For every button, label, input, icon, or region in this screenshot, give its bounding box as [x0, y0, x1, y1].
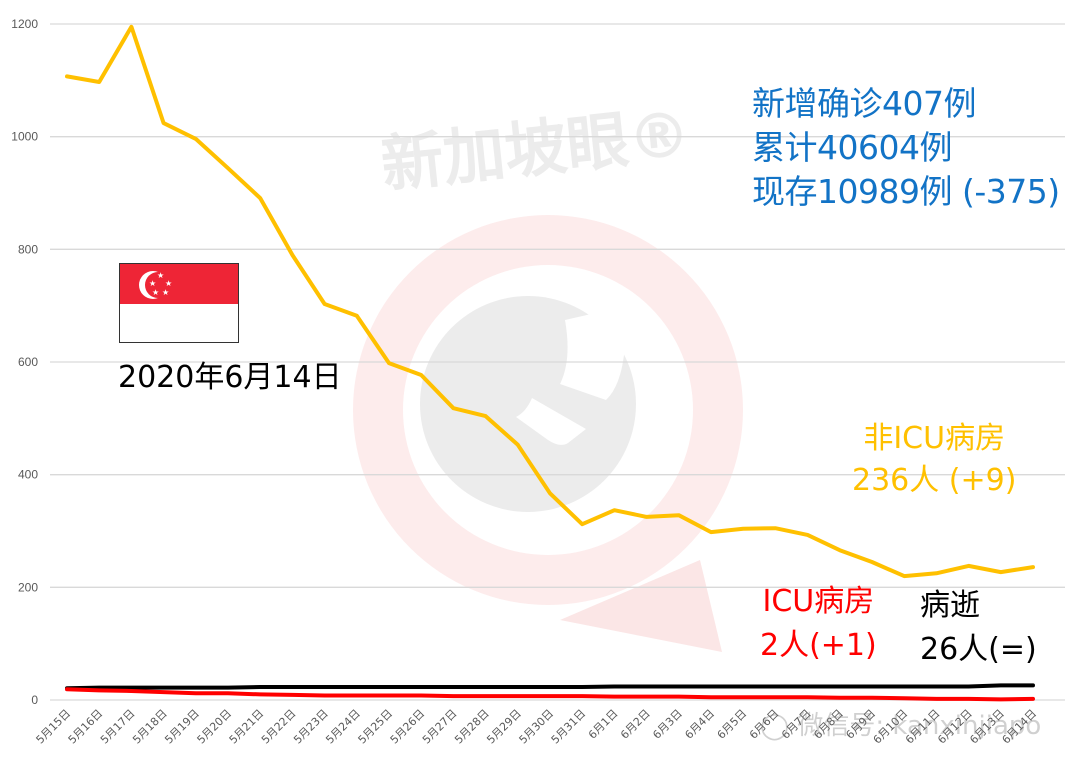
svg-text:★: ★	[162, 288, 169, 297]
x-tick-label: 5月22日	[259, 707, 299, 747]
x-tick-label: 6月1日	[586, 707, 621, 742]
x-tick-label: 6月5日	[715, 707, 750, 742]
series-line-0	[65, 24, 1035, 579]
flag-red-band: ★ ★ ★ ★ ★	[120, 264, 238, 304]
death-annotation: 病逝 26人(=)	[920, 584, 1037, 672]
y-tick-label: 400	[18, 468, 38, 482]
death-value: 26人(=)	[920, 632, 1037, 667]
x-tick-label: 5月28日	[452, 707, 492, 747]
x-tick-label: 6月2日	[618, 707, 653, 742]
x-tick-label: 5月15日	[34, 707, 74, 747]
y-tick-label: 800	[18, 242, 38, 256]
non-icu-title: 非ICU病房	[863, 421, 1006, 456]
x-tick-label: 5月19日	[162, 707, 202, 747]
active-cases-text: 现存10989例 (-375)	[752, 172, 1060, 211]
x-tick-label: 5月24日	[323, 707, 363, 747]
wechat-watermark: ◯ 微信号: kanxinjiapo	[760, 705, 1041, 742]
y-tick-label: 1000	[11, 130, 38, 144]
x-tick-label: 5月25日	[356, 707, 396, 747]
x-tick-label: 6月4日	[682, 707, 717, 742]
x-tick-label: 5月16日	[66, 707, 106, 747]
icu-annotation: ICU病房 2人(+1)	[760, 580, 877, 668]
cumulative-cases-text: 累计40604例	[752, 128, 952, 167]
y-tick-label: 0	[31, 693, 38, 707]
watermark-brand-text: 新加坡眼®	[378, 97, 694, 202]
svg-text:★: ★	[157, 271, 164, 280]
x-tick-label: 5月21日	[227, 707, 267, 747]
watermark-logo: 新加坡眼®	[353, 97, 743, 652]
x-tick-label: 5月29日	[484, 707, 524, 747]
x-tick-label: 5月20日	[195, 707, 235, 747]
y-tick-label: 200	[18, 580, 38, 594]
series-line-2	[65, 687, 1035, 702]
non-icu-annotation: 非ICU病房 236人 (+9)	[852, 418, 1016, 502]
y-tick-label: 1200	[11, 17, 38, 31]
y-axis-ticks: 0 200 400 600 800 1000 1200	[11, 17, 38, 707]
x-tick-label: 5月26日	[388, 707, 428, 747]
series-lines	[65, 24, 1035, 702]
x-tick-label: 5月31日	[549, 707, 589, 747]
date-label: 2020年6月14日	[118, 360, 342, 395]
x-tick-label: 5月23日	[291, 707, 331, 747]
singapore-flag: ★ ★ ★ ★ ★	[119, 263, 239, 343]
svg-text:★: ★	[152, 288, 159, 297]
flag-white-band	[120, 304, 238, 342]
wechat-icon: ◯	[760, 711, 790, 741]
x-tick-label: 5月30日	[517, 707, 557, 747]
crescent-stars-icon: ★ ★ ★ ★ ★	[139, 271, 172, 299]
wechat-id-text: 微信号: kanxinjiapo	[797, 711, 1042, 741]
x-tick-label: 6月3日	[650, 707, 685, 742]
x-tick-label: 5月17日	[98, 707, 138, 747]
new-cases-text: 新增确诊407例	[752, 84, 976, 123]
icu-title: ICU病房	[762, 584, 875, 619]
series-line-1	[65, 683, 1035, 691]
death-title: 病逝	[920, 588, 980, 623]
icu-value: 2人(+1)	[760, 628, 877, 663]
svg-text:★: ★	[149, 279, 156, 288]
non-icu-value: 236人 (+9)	[852, 463, 1017, 498]
summary-stats: 新增确诊407例 累计40604例 现存10989例 (-375)	[752, 82, 1060, 214]
svg-text:★: ★	[165, 279, 172, 288]
x-tick-label: 5月27日	[420, 707, 460, 747]
y-tick-label: 600	[18, 355, 38, 369]
x-tick-label: 5月18日	[130, 707, 170, 747]
